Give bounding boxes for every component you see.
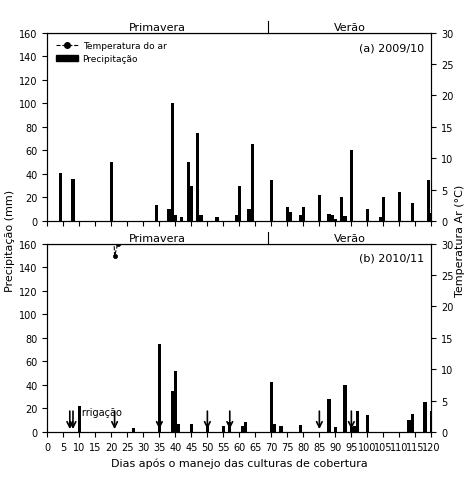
- Bar: [353, 426, 356, 432]
- Bar: [238, 186, 241, 222]
- Bar: [215, 218, 219, 222]
- Bar: [158, 344, 161, 432]
- Bar: [427, 180, 430, 222]
- Bar: [59, 173, 62, 222]
- Bar: [279, 426, 283, 432]
- Bar: [244, 422, 247, 432]
- Bar: [289, 212, 292, 222]
- X-axis label: Dias após o manejo das culturas de cobertura: Dias após o manejo das culturas de cober…: [111, 457, 368, 468]
- Bar: [110, 163, 113, 222]
- Bar: [270, 383, 273, 432]
- Text: Primavera: Primavera: [129, 23, 186, 33]
- Bar: [340, 198, 343, 222]
- Bar: [196, 133, 200, 222]
- Bar: [72, 179, 74, 222]
- Bar: [273, 424, 276, 432]
- Bar: [286, 207, 289, 222]
- Text: Temperatura Ar (°C): Temperatura Ar (°C): [455, 184, 465, 296]
- Bar: [350, 151, 353, 222]
- Bar: [206, 424, 209, 432]
- Bar: [167, 210, 171, 222]
- Bar: [155, 205, 158, 222]
- Bar: [356, 411, 359, 432]
- Bar: [187, 163, 190, 222]
- Text: Irrigação: Irrigação: [80, 408, 122, 418]
- Bar: [247, 210, 251, 222]
- Bar: [171, 391, 174, 432]
- Bar: [190, 186, 193, 222]
- Bar: [302, 207, 305, 222]
- Bar: [174, 371, 177, 432]
- Bar: [328, 215, 330, 222]
- Bar: [407, 420, 410, 432]
- Bar: [379, 218, 382, 222]
- Bar: [171, 104, 174, 222]
- Bar: [410, 204, 414, 222]
- Bar: [398, 192, 401, 222]
- Bar: [343, 385, 346, 432]
- Text: Verão: Verão: [334, 23, 365, 33]
- Bar: [299, 425, 302, 432]
- Bar: [251, 145, 254, 222]
- Text: Precipitação (mm): Precipitação (mm): [5, 189, 15, 291]
- Text: Primavera: Primavera: [129, 233, 186, 243]
- Bar: [200, 216, 202, 222]
- Bar: [174, 216, 177, 222]
- Bar: [410, 414, 414, 432]
- Bar: [222, 426, 225, 432]
- Bar: [350, 427, 353, 432]
- Text: Verão: Verão: [334, 233, 365, 243]
- Bar: [334, 219, 337, 222]
- Bar: [299, 216, 302, 222]
- Bar: [366, 416, 369, 432]
- Bar: [334, 427, 337, 432]
- Bar: [430, 411, 433, 432]
- Bar: [235, 216, 238, 222]
- Bar: [228, 422, 231, 432]
- Bar: [241, 426, 244, 432]
- Bar: [270, 180, 273, 222]
- Bar: [318, 196, 321, 222]
- Bar: [382, 198, 385, 222]
- Bar: [366, 210, 369, 222]
- Bar: [343, 217, 346, 222]
- Bar: [177, 424, 180, 432]
- Bar: [330, 216, 334, 222]
- Bar: [190, 424, 193, 432]
- Bar: [180, 218, 183, 222]
- Bar: [132, 429, 136, 432]
- Text: (a) 2009/10: (a) 2009/10: [358, 43, 424, 53]
- Bar: [328, 399, 330, 432]
- Text: (b) 2010/11: (b) 2010/11: [358, 253, 424, 264]
- Bar: [423, 403, 427, 432]
- Bar: [78, 406, 81, 432]
- Legend: Temperatura do ar, Precipitação: Temperatura do ar, Precipitação: [52, 38, 170, 68]
- Bar: [430, 213, 433, 222]
